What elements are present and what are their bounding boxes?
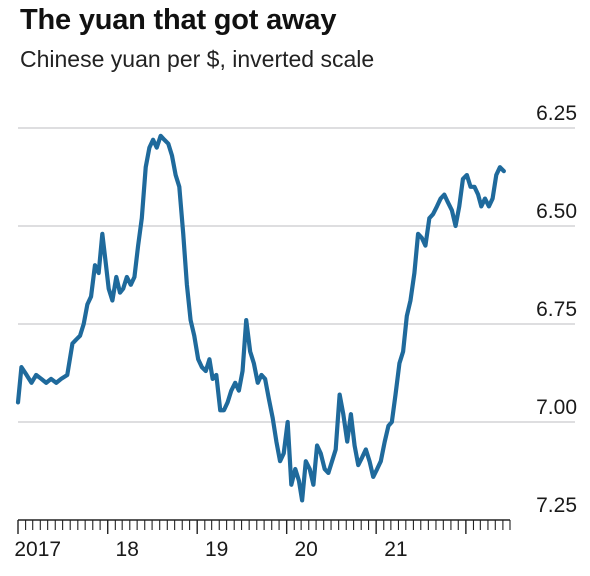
y-tick-label: 6.75 (536, 298, 577, 321)
chart-subtitle: Chinese yuan per $, inverted scale (20, 46, 375, 72)
x-axis (17, 519, 511, 534)
gridlines (18, 127, 575, 423)
x-tick-label: 19 (205, 538, 228, 561)
x-tick-label: 2017 (14, 538, 61, 561)
series-group (15, 133, 506, 503)
y-tick-label: 6.25 (536, 102, 577, 125)
y-tick-label: 7.25 (536, 494, 577, 517)
x-tick-label: 21 (384, 538, 407, 561)
x-tick-label: 18 (116, 538, 139, 561)
chart-title: The yuan that got away (20, 4, 337, 36)
y-tick-label: 7.00 (536, 396, 577, 419)
y-axis-labels: 6.25 6.50 6.75 7.00 7.25 (536, 102, 577, 517)
y-tick-label: 6.50 (536, 200, 577, 223)
x-axis-labels: 2017 18 19 20 21 (14, 538, 407, 561)
x-tick-label: 20 (294, 538, 317, 561)
series-line (15, 133, 506, 503)
